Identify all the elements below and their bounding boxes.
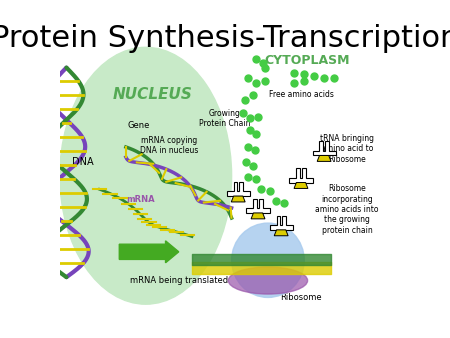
FancyArrow shape bbox=[119, 241, 179, 263]
Text: Ribosome
incorporating
amino acids into
the growing
protein chain: Ribosome incorporating amino acids into … bbox=[315, 184, 379, 235]
Text: DNA: DNA bbox=[72, 157, 94, 167]
Polygon shape bbox=[227, 182, 250, 196]
Polygon shape bbox=[289, 168, 313, 183]
Ellipse shape bbox=[232, 223, 304, 297]
Text: Gene: Gene bbox=[128, 121, 150, 129]
Polygon shape bbox=[251, 213, 265, 219]
Text: Growing
Protein Chain: Growing Protein Chain bbox=[199, 108, 251, 128]
Text: CYTOPLASM: CYTOPLASM bbox=[265, 54, 350, 67]
Polygon shape bbox=[247, 199, 270, 213]
Text: Free amino acids: Free amino acids bbox=[269, 90, 333, 99]
Text: Ribosome: Ribosome bbox=[280, 293, 322, 302]
Polygon shape bbox=[317, 155, 331, 161]
Polygon shape bbox=[231, 196, 245, 202]
Text: Protein Synthesis-Transcription: Protein Synthesis-Transcription bbox=[0, 24, 450, 53]
Text: mRNA: mRNA bbox=[126, 195, 155, 204]
Polygon shape bbox=[274, 230, 288, 236]
Text: mRNA being translated: mRNA being translated bbox=[130, 276, 228, 285]
Text: NUCLEUS: NUCLEUS bbox=[112, 87, 192, 102]
Ellipse shape bbox=[228, 267, 308, 294]
Text: tRNA bringing
amino acid to
Ribosome: tRNA bringing amino acid to Ribosome bbox=[320, 134, 374, 164]
Polygon shape bbox=[270, 216, 293, 230]
Text: mRNA copying
DNA in nucleus: mRNA copying DNA in nucleus bbox=[140, 136, 198, 155]
Polygon shape bbox=[313, 141, 336, 155]
Ellipse shape bbox=[60, 47, 232, 304]
Polygon shape bbox=[294, 183, 308, 189]
